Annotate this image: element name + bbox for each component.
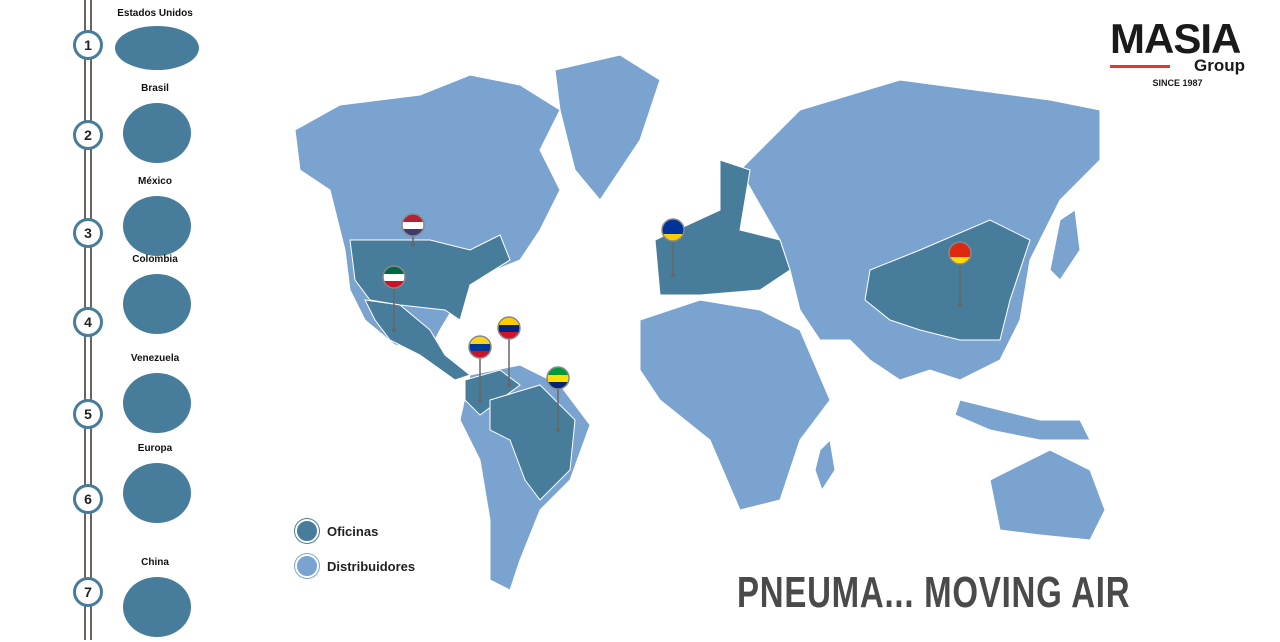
country-label: China	[141, 557, 169, 568]
country-silhouette	[123, 373, 191, 433]
logo-since: SINCE 1987	[1152, 78, 1203, 88]
country-silhouette	[123, 196, 191, 256]
legend-distributors-label: Distribuidores	[327, 558, 416, 574]
china-region	[864, 219, 1031, 341]
japan	[1049, 209, 1081, 281]
mexico-region	[364, 299, 472, 381]
brazil-pin[interactable]	[546, 366, 570, 432]
venezuela-flag-icon	[498, 317, 520, 339]
slogan: PNEUMA... MOVING AIR	[737, 568, 1131, 617]
greenland	[554, 54, 661, 201]
country-label: Estados Unidos	[117, 8, 193, 19]
legend-distributors: Distribuidores	[295, 554, 415, 578]
usa-pin[interactable]	[401, 213, 425, 247]
step-number: 6	[73, 484, 103, 514]
brazil-region	[489, 384, 576, 501]
step-number: 7	[73, 577, 103, 607]
usa-flag-icon	[402, 214, 424, 236]
country-silhouette	[115, 26, 199, 70]
country-silhouette	[123, 274, 191, 334]
logo-sub: Group	[1110, 56, 1245, 76]
usa-region	[349, 234, 511, 321]
venezuela-pin[interactable]	[497, 316, 521, 387]
legend-offices: Oficinas	[295, 519, 378, 543]
offices-swatch	[295, 519, 319, 543]
country-label: Europa	[137, 443, 173, 454]
mexico-pin[interactable]	[382, 265, 406, 332]
country-silhouette	[123, 103, 191, 163]
europe-region	[654, 159, 791, 296]
country-label: Venezuela	[130, 353, 180, 364]
africa	[639, 299, 831, 511]
step-number: 2	[73, 120, 103, 150]
eu-pin[interactable]	[661, 218, 685, 277]
country-silhouette	[123, 463, 191, 523]
country-label: México	[138, 176, 172, 187]
madagascar	[814, 438, 836, 492]
eu-flag-icon	[662, 219, 684, 241]
country-silhouette	[123, 577, 191, 637]
mexico-flag-icon	[383, 266, 405, 288]
australia	[989, 449, 1106, 541]
step-number: 1	[73, 30, 103, 60]
china-pin[interactable]	[948, 241, 972, 307]
north-america	[294, 74, 561, 351]
brazil-flag-icon	[547, 367, 569, 389]
logo-brand: MASIA	[1110, 15, 1241, 62]
china-flag-icon	[949, 242, 971, 264]
step-number: 3	[73, 218, 103, 248]
country-label: Colombia	[132, 254, 178, 265]
colombia-flag-icon	[469, 336, 491, 358]
step-number: 4	[73, 307, 103, 337]
asia	[739, 79, 1101, 381]
masia-group-logo: MASIA Group SINCE 1987	[1110, 15, 1245, 88]
indonesia	[954, 399, 1091, 441]
colombia-pin[interactable]	[468, 335, 492, 402]
legend-offices-label: Oficinas	[327, 523, 379, 539]
step-number: 5	[73, 399, 103, 429]
distributors-swatch	[295, 554, 319, 578]
country-label: Brasil	[141, 83, 169, 94]
